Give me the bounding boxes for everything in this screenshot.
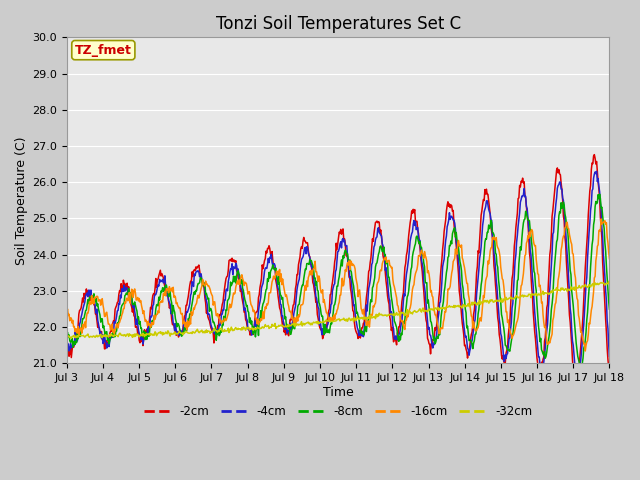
Legend: -2cm, -4cm, -8cm, -16cm, -32cm: -2cm, -4cm, -8cm, -16cm, -32cm [140, 400, 537, 423]
Y-axis label: Soil Temperature (C): Soil Temperature (C) [15, 136, 28, 264]
X-axis label: Time: Time [323, 386, 353, 399]
Text: TZ_fmet: TZ_fmet [75, 44, 132, 57]
Title: Tonzi Soil Temperatures Set C: Tonzi Soil Temperatures Set C [216, 15, 461, 33]
